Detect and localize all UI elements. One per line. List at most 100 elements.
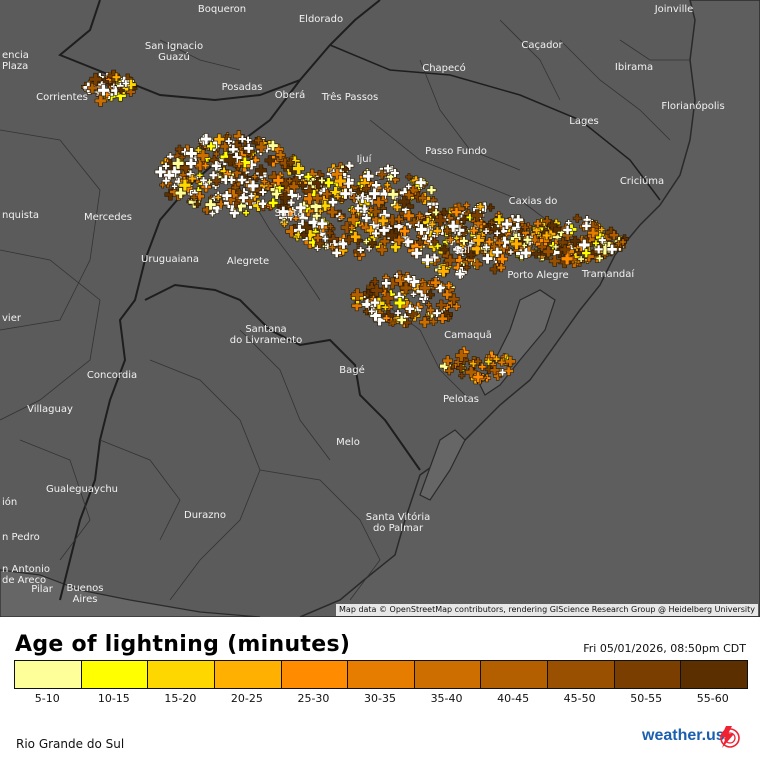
place-label: Camaquã: [444, 330, 492, 341]
scale-swatch: [414, 661, 482, 688]
place-label: Santana do Livramento: [229, 324, 303, 346]
lightning-strike: [339, 187, 352, 200]
lightning-strike: [382, 314, 391, 322]
lightning-strike: [287, 198, 296, 207]
lightning-strike: [560, 252, 574, 266]
lightning-map: Boqueron Eldorado Joinville encia Plaza San I…: [0, 0, 760, 617]
lightning-strike: [406, 307, 418, 320]
place-label: Eldorado: [298, 14, 344, 25]
place-label: Melo: [336, 437, 360, 448]
scale-swatch: [548, 661, 615, 688]
lightning-strike: [174, 144, 185, 154]
lightning-strike: [367, 206, 375, 214]
lightning-strike: [255, 164, 267, 177]
lightning-strike: [552, 243, 560, 251]
lightning-strike: [371, 214, 382, 225]
lightning-strike: [403, 274, 414, 284]
lightning-strike: [471, 242, 484, 255]
lightning-strike: [171, 182, 178, 190]
lightning-strike: [161, 176, 171, 185]
place-label: Pilar: [31, 584, 53, 595]
lightning-strike: [549, 223, 562, 236]
lightning-strike: [97, 84, 110, 97]
lightning-strike: [368, 187, 381, 200]
lightning-strike: [349, 207, 358, 215]
place-label: Uruguaiana: [141, 254, 199, 265]
lightning-strike: [353, 203, 363, 213]
lightning-strike: [488, 218, 496, 226]
lightning-strike: [318, 176, 326, 185]
lightning-strike: [426, 185, 437, 195]
place-label: Três Passos: [321, 92, 379, 103]
place-label: Gualeguaychu: [45, 484, 119, 495]
color-scale-labels: 5-10 10-15 15-20 20-25 25-30 30-35 35-40 40-45 4…: [14, 692, 746, 705]
place-label: Mercedes: [83, 212, 133, 223]
lightning-strike: [196, 171, 204, 179]
lightning-strike: [251, 173, 259, 180]
lightning-strike: [403, 209, 415, 222]
lightning-strike: [334, 193, 342, 201]
lightning-strike: [446, 220, 460, 233]
lightning-strike: [362, 184, 371, 193]
lightning-strike: [347, 213, 360, 226]
lightning-strike: [190, 193, 198, 202]
lightning-strike: [434, 214, 447, 227]
place-label: vier: [2, 313, 21, 324]
lightning-strike: [476, 202, 485, 211]
lightning-strike: [363, 194, 372, 203]
place-label: Ibirama: [614, 62, 654, 73]
lightning-strike: [294, 230, 303, 239]
lightning-strike: [340, 221, 354, 234]
lightning-strike: [415, 223, 428, 236]
lightning-strike: [387, 188, 399, 201]
lightning-strike: [595, 254, 604, 263]
lightning-strike: [360, 222, 372, 233]
lightning-bolt-icon: [720, 726, 740, 748]
lightning-strike: [238, 134, 247, 144]
lightning-strike: [419, 316, 431, 328]
lightning-strike: [582, 215, 592, 224]
scale-label: 45-50: [563, 692, 596, 705]
lightning-strike: [522, 235, 533, 245]
lightning-strike: [491, 246, 503, 258]
lightning-strike: [493, 229, 501, 237]
lightning-strike: [368, 307, 376, 316]
place-label: n Pedro: [2, 532, 40, 543]
lightning-strike: [341, 165, 349, 173]
lightning-strike: [462, 201, 471, 209]
lightning-strike: [208, 170, 219, 180]
lightning-strike: [235, 188, 244, 197]
scale-label: 55-60: [696, 692, 729, 705]
lightning-strike: [442, 355, 453, 366]
lightning-strike: [213, 133, 225, 145]
lightning-strike: [473, 357, 483, 366]
place-label: Santa Vitória do Palmar: [365, 512, 431, 534]
lightning-strike: [512, 214, 524, 226]
lightning-strike: [381, 303, 390, 311]
place-label: Chapecó: [422, 63, 466, 74]
lightning-strike: [497, 358, 506, 367]
lightning-strike: [370, 297, 380, 308]
lightning-strike: [299, 230, 309, 239]
lightning-strike: [331, 247, 342, 259]
lightning-strike: [429, 252, 440, 263]
lightning-strike: [559, 244, 570, 255]
lightning-strike: [371, 228, 381, 238]
lightning-strike: [492, 355, 501, 363]
lightning-strike: [258, 187, 268, 197]
lightning-strike: [452, 202, 466, 215]
lightning-strike: [356, 246, 365, 254]
place-label: Criciúma: [619, 176, 665, 187]
lightning-strike: [548, 255, 561, 267]
lightning-strike: [258, 198, 268, 209]
lightning-strike: [214, 193, 222, 202]
scale-swatch: [148, 661, 215, 688]
weather-us-logo[interactable]: weather.us: [642, 727, 725, 744]
lightning-strike: [216, 199, 226, 209]
lightning-strike: [285, 225, 298, 238]
lightning-strike: [267, 140, 279, 152]
lightning-strike: [432, 226, 442, 236]
lightning-strike: [328, 197, 338, 208]
lightning-strike: [531, 249, 541, 259]
lightning-strike: [399, 225, 411, 237]
